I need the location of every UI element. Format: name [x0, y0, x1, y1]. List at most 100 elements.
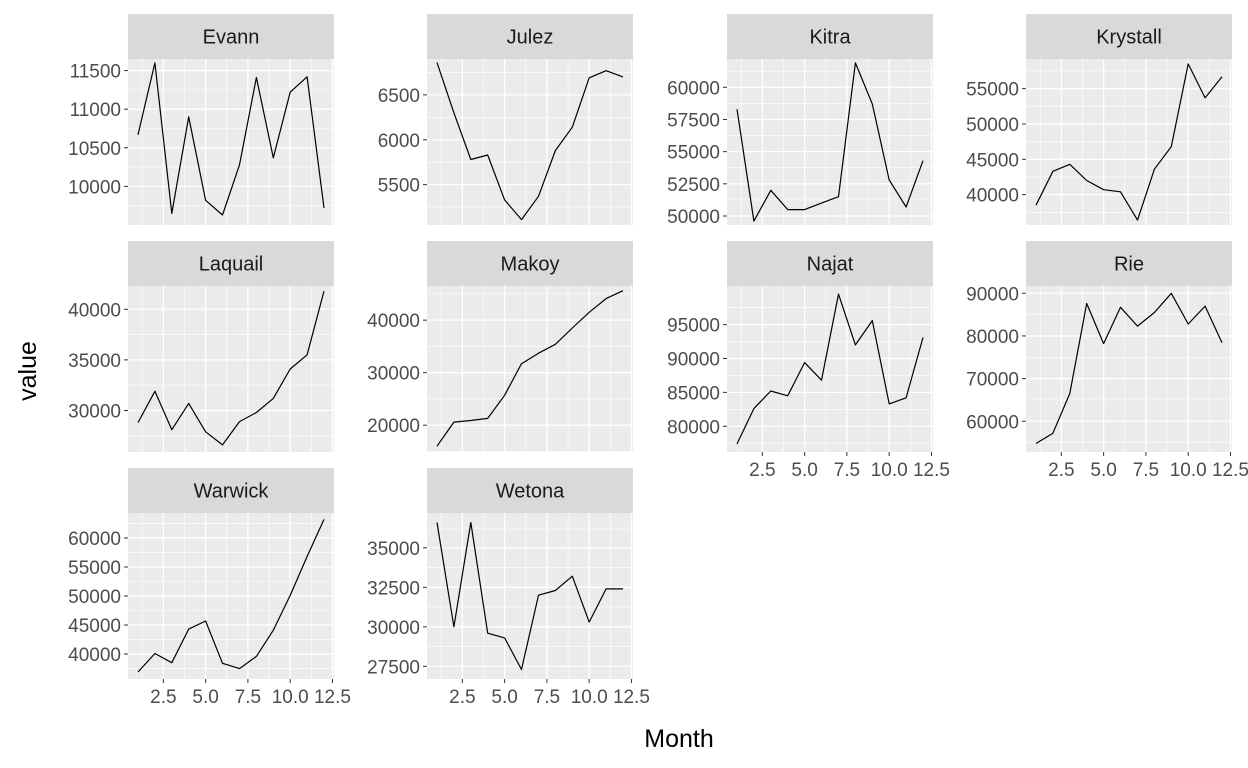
x-tick-label: 2.5	[449, 687, 475, 708]
x-tick-label: 12.5	[613, 687, 650, 708]
facet-strip	[128, 14, 334, 59]
x-tick-label: 7.5	[1133, 460, 1159, 481]
y-tick-label: 27500	[367, 657, 420, 678]
x-tick-label: 12.5	[1212, 460, 1248, 481]
panel-background	[427, 59, 633, 225]
series-line-evann	[137, 62, 325, 216]
y-tick-label: 35000	[367, 539, 420, 560]
x-tick-label: 10.0	[1170, 460, 1207, 481]
x-tick-label: 2.5	[150, 687, 176, 708]
y-tick-label: 40000	[68, 300, 121, 321]
y-tick-label: 52500	[667, 175, 720, 196]
panel-wetona: Wetona 27500 30000 32500 35000 2.5 5.0 7.5 10.0 1…	[367, 468, 650, 708]
facet-strip	[1026, 14, 1232, 59]
series-line-najat	[736, 293, 924, 445]
y-tick-label: 10000	[68, 177, 121, 198]
y-tick-label: 11000	[70, 100, 121, 121]
x-tick-label: 5.0	[1090, 460, 1116, 481]
x-axis-title: Month	[644, 725, 713, 753]
facet-strip	[727, 241, 933, 286]
panel-background	[128, 286, 334, 452]
y-tick-label: 40000	[68, 645, 121, 666]
y-tick-label: 95000	[667, 316, 720, 337]
series-line-wetona	[436, 521, 623, 671]
facet-strip	[427, 14, 633, 59]
x-tick-label: 7.5	[235, 687, 261, 708]
y-tick-label: 60000	[68, 529, 121, 550]
y-tick-label: 40000	[367, 311, 420, 332]
panel-najat: Najat 80000 85000 90000 95000 2.5 5.0 7.5 10.0 12…	[667, 241, 950, 481]
y-tick-label: 30000	[68, 402, 121, 423]
y-tick-label: 90000	[667, 349, 720, 370]
series-line-makoy	[436, 290, 624, 447]
panel-evann: Evann 10000 10500 11000 11500	[68, 14, 334, 225]
y-tick-label: 60000	[667, 78, 720, 99]
series-line-rie	[1035, 292, 1223, 445]
x-tick-label: 12.5	[314, 687, 351, 708]
facet-strip-label: Najat	[807, 254, 854, 276]
panel-background	[427, 286, 633, 452]
y-tick-label: 50000	[667, 207, 720, 228]
x-tick-label: 5.0	[791, 460, 817, 481]
facet-strip-label: Laquail	[199, 254, 264, 276]
y-tick-label: 57500	[667, 110, 720, 131]
y-tick-label: 55000	[966, 80, 1019, 101]
x-tick-label: 10.0	[571, 687, 608, 708]
panel-background	[427, 513, 633, 679]
facet-strip-label: Warwick	[194, 481, 270, 503]
y-tick-label: 6000	[378, 131, 420, 152]
x-tick-label: 7.5	[834, 460, 860, 481]
panel-krystall: Krystall 40000 45000 50000 55000	[966, 14, 1232, 225]
y-tick-label: 40000	[966, 186, 1019, 207]
facet-strip-label: Krystall	[1096, 27, 1162, 49]
x-tick-label: 2.5	[1048, 460, 1074, 481]
panel-makoy: Makoy 20000 30000 40000	[367, 241, 633, 452]
y-tick-label: 50000	[68, 587, 121, 608]
facet-strip-label: Rie	[1114, 254, 1144, 276]
y-tick-label: 6500	[378, 86, 420, 107]
x-tick-label: 12.5	[913, 460, 950, 481]
y-tick-label: 30000	[367, 618, 420, 639]
y-tick-label: 80000	[667, 417, 720, 438]
series-line-laquail	[137, 290, 325, 446]
panel-julez: Julez 5500 6000 6500	[378, 14, 633, 225]
facet-strip-label: Julez	[507, 27, 554, 49]
y-tick-label: 90000	[966, 284, 1019, 305]
x-tick-label: 5.0	[192, 687, 218, 708]
y-tick-label: 85000	[667, 383, 720, 404]
y-tick-label: 11500	[70, 62, 121, 83]
series-line-kitra	[736, 62, 924, 222]
panel-kitra: Kitra 50000 52500 55000 57500 60000	[667, 14, 933, 228]
y-tick-label: 70000	[966, 370, 1019, 391]
facet-strip-label: Wetona	[496, 481, 565, 503]
y-tick-label: 60000	[966, 412, 1019, 433]
x-tick-label: 2.5	[749, 460, 775, 481]
x-tick-label: 5.0	[491, 687, 517, 708]
panel-background	[1026, 59, 1232, 225]
series-line-julez	[436, 62, 624, 221]
y-tick-label: 80000	[966, 327, 1019, 348]
facet-strip-label: Evann	[203, 27, 260, 49]
facet-strip	[1026, 241, 1232, 286]
series-line-krystall	[1035, 63, 1223, 221]
y-tick-label: 45000	[966, 150, 1019, 171]
facet-strip	[727, 14, 933, 59]
x-tick-label: 10.0	[871, 460, 908, 481]
panel-warwick: Warwick 40000 45000 50000 55000 60000 2.5 5.0 7.…	[68, 468, 351, 708]
y-tick-label: 20000	[367, 416, 420, 437]
y-tick-label: 10500	[68, 139, 121, 160]
facet-strip	[427, 468, 633, 513]
y-axis-title: value	[14, 341, 42, 401]
facet-strip	[427, 241, 633, 286]
panel-background	[727, 286, 933, 452]
y-tick-label: 30000	[367, 364, 420, 385]
x-tick-label: 7.5	[534, 687, 560, 708]
facet-strip	[128, 241, 334, 286]
panel-laquail: Laquail 30000 35000 40000	[68, 241, 334, 452]
panel-background	[128, 59, 334, 225]
y-tick-label: 50000	[966, 115, 1019, 136]
y-tick-label: 35000	[68, 351, 121, 372]
y-tick-label: 32500	[367, 578, 420, 599]
